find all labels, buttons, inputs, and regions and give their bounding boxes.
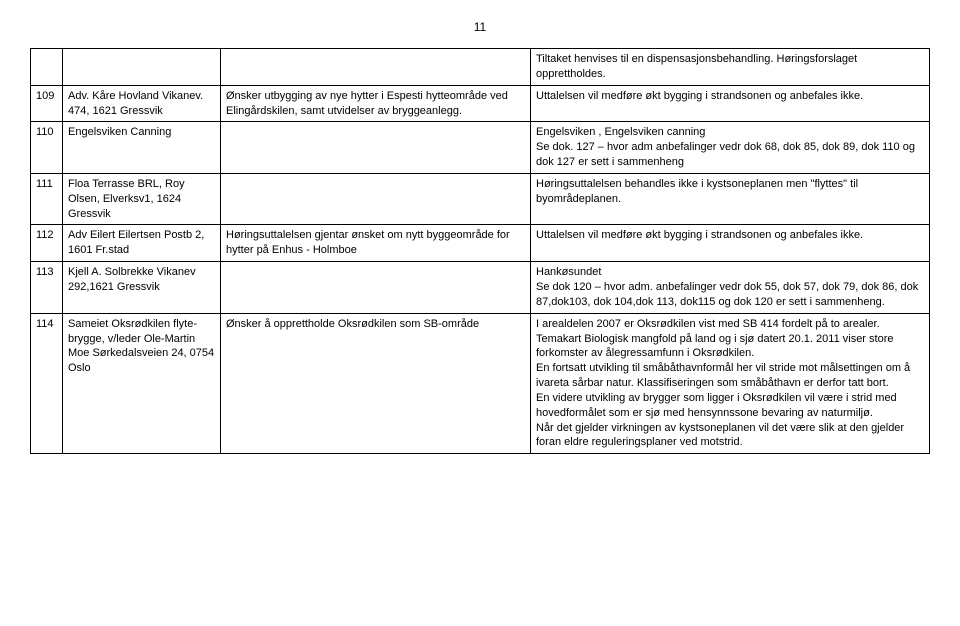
table-row: 112 Adv Eilert Eilertsen Postb 2, 1601 F… <box>31 225 930 262</box>
cell-num: 111 <box>31 173 63 225</box>
cell-num: 113 <box>31 262 63 314</box>
cell-comment <box>221 122 531 174</box>
cell-comment: Ønsker utbygging av nye hytter i Espesti… <box>221 85 531 122</box>
cell-response: Uttalelsen vil medføre økt bygging i str… <box>531 85 930 122</box>
hearing-table: Tiltaket henvises til en dispensasjonsbe… <box>30 48 930 454</box>
cell-num: 112 <box>31 225 63 262</box>
cell-party: Adv. Kåre Hovland Vikanev. 474, 1621 Gre… <box>63 85 221 122</box>
cell-num <box>31 49 63 86</box>
table-row: 113 Kjell A. Solbrekke Vikanev 292,1621 … <box>31 262 930 314</box>
page-number: 11 <box>30 20 930 34</box>
cell-num: 109 <box>31 85 63 122</box>
cell-party <box>63 49 221 86</box>
table-row: 111 Floa Terrasse BRL, Roy Olsen, Elverk… <box>31 173 930 225</box>
cell-comment <box>221 49 531 86</box>
cell-response: HankøsundetSe dok 120 – hvor adm. anbefa… <box>531 262 930 314</box>
cell-comment <box>221 262 531 314</box>
table-row: Tiltaket henvises til en dispensasjonsbe… <box>31 49 930 86</box>
cell-response: I arealdelen 2007 er Oksrødkilen vist me… <box>531 313 930 454</box>
cell-party: Kjell A. Solbrekke Vikanev 292,1621 Gres… <box>63 262 221 314</box>
cell-party: Sameiet Oksrødkilen flyte-brygge, v/lede… <box>63 313 221 454</box>
table-row: 110 Engelsviken Canning Engelsviken , En… <box>31 122 930 174</box>
cell-response: Engelsviken , Engelsviken canningSe dok.… <box>531 122 930 174</box>
cell-comment: Høringsuttalelsen gjentar ønsket om nytt… <box>221 225 531 262</box>
table-row: 109 Adv. Kåre Hovland Vikanev. 474, 1621… <box>31 85 930 122</box>
cell-comment: Ønsker å opprettholde Oksrødkilen som SB… <box>221 313 531 454</box>
cell-comment <box>221 173 531 225</box>
cell-party: Engelsviken Canning <box>63 122 221 174</box>
table-row: 114 Sameiet Oksrødkilen flyte-brygge, v/… <box>31 313 930 454</box>
cell-num: 110 <box>31 122 63 174</box>
cell-response: Tiltaket henvises til en dispensasjonsbe… <box>531 49 930 86</box>
cell-party: Adv Eilert Eilertsen Postb 2, 1601 Fr.st… <box>63 225 221 262</box>
cell-response: Høringsuttalelsen behandles ikke i kysts… <box>531 173 930 225</box>
cell-response: Uttalelsen vil medføre økt bygging i str… <box>531 225 930 262</box>
cell-party: Floa Terrasse BRL, Roy Olsen, Elverksv1,… <box>63 173 221 225</box>
cell-num: 114 <box>31 313 63 454</box>
